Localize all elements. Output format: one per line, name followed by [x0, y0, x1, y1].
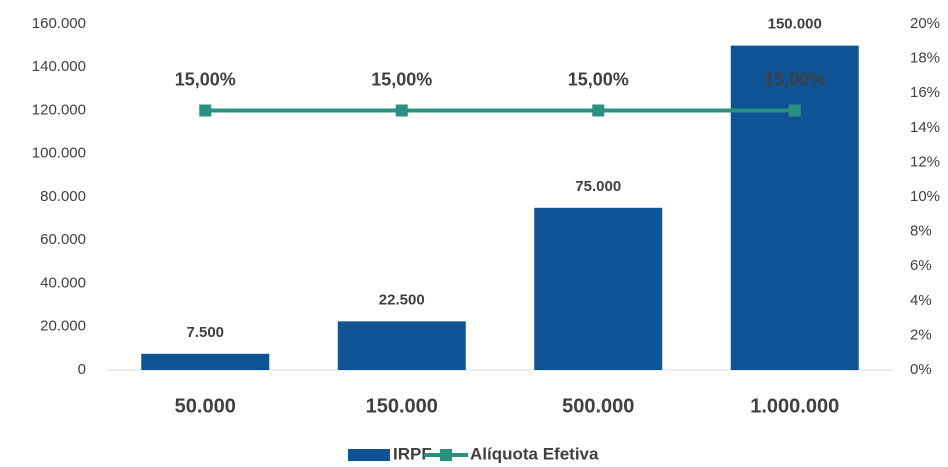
bar [141, 353, 270, 370]
x-tick-label: 150.000 [366, 395, 438, 417]
data-label: 75.000 [575, 178, 621, 195]
data-label: 15,00% [568, 69, 629, 89]
marker [788, 104, 801, 117]
y-tick-label: 40.000 [40, 274, 86, 291]
y2-tick-label: 12% [910, 153, 940, 170]
x-tick-label: 500.000 [562, 395, 634, 417]
data-label: 15,00% [371, 69, 432, 89]
y2-tick-label: 18% [910, 50, 940, 67]
y2-tick-label: 2% [910, 326, 932, 343]
y-tick-label: 140.000 [32, 58, 86, 75]
y2-tick-label: 10% [910, 188, 940, 205]
marker [592, 104, 605, 117]
marker [395, 104, 408, 117]
data-label: 22.500 [379, 291, 425, 308]
y-tick-label: 120.000 [32, 101, 86, 118]
bar [730, 45, 859, 370]
y-tick-label: 60.000 [40, 231, 86, 248]
x-tick-label: 1.000.000 [750, 395, 839, 417]
legend-swatch [348, 449, 390, 461]
data-label: 15,00% [175, 69, 236, 89]
y2-tick-label: 6% [910, 257, 932, 274]
legend-label: Alíquota Efetiva [470, 444, 599, 463]
legend-marker [440, 449, 452, 461]
data-label: 150.000 [768, 16, 822, 33]
y2-tick-label: 16% [910, 84, 940, 101]
y2-tick-label: 20% [910, 15, 940, 32]
data-label: 7.500 [186, 324, 224, 341]
y2-tick-label: 0% [910, 361, 932, 378]
y-tick-label: 100.000 [32, 145, 86, 162]
marker [199, 104, 212, 117]
bar [534, 207, 663, 370]
y-tick-label: 0 [78, 361, 86, 378]
bar [337, 321, 466, 370]
x-tick-label: 50.000 [175, 395, 236, 417]
y-tick-label: 80.000 [40, 188, 86, 205]
y2-tick-label: 8% [910, 223, 932, 240]
legend-label: IRPF [393, 444, 432, 463]
data-label: 15,00% [764, 69, 825, 89]
y2-tick-label: 14% [910, 119, 940, 136]
y-tick-label: 20.000 [40, 318, 86, 335]
y-tick-label: 160.000 [32, 15, 86, 32]
y2-tick-label: 4% [910, 292, 932, 309]
